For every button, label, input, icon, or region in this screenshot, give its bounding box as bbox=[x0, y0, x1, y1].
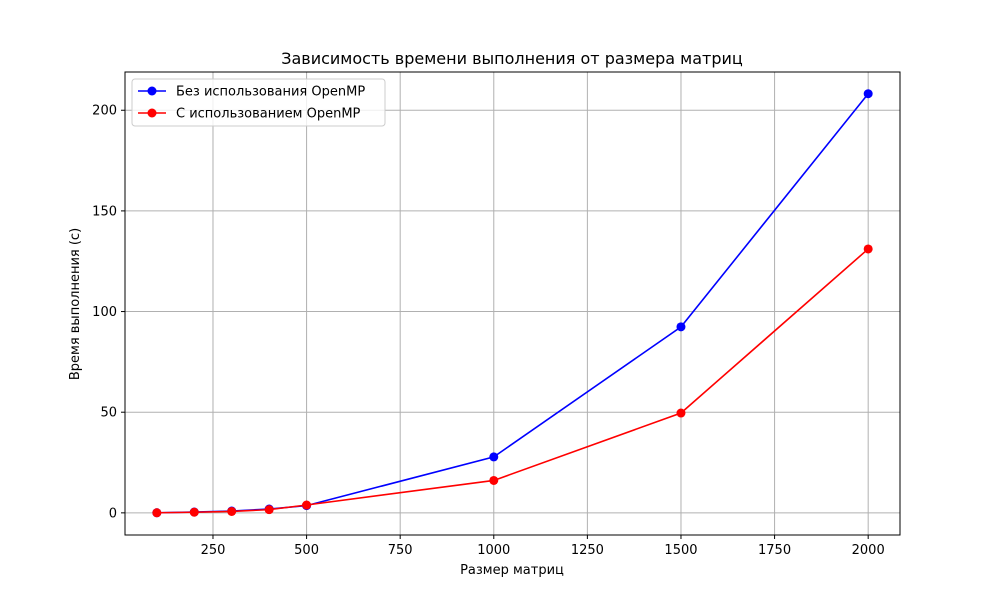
data-point bbox=[302, 500, 312, 510]
y-tick-label: 150 bbox=[92, 204, 117, 219]
data-point bbox=[264, 505, 274, 515]
grid bbox=[125, 72, 900, 535]
x-tick-label: 2000 bbox=[852, 543, 885, 558]
plot-frame bbox=[124, 71, 901, 536]
chart-title: Зависимость времени выполнения от размер… bbox=[281, 49, 743, 68]
data-point bbox=[227, 506, 237, 516]
y-axis-label: Время выполнения (с) bbox=[68, 228, 83, 380]
data-point bbox=[676, 408, 686, 418]
legend-label: С использованием OpenMP bbox=[176, 107, 361, 122]
legend-item: С использованием OpenMP bbox=[138, 107, 361, 122]
x-tick-label: 1000 bbox=[477, 543, 510, 558]
y-tick-label: 100 bbox=[92, 305, 117, 320]
data-point bbox=[863, 89, 873, 99]
legend-marker bbox=[147, 86, 157, 96]
series-line bbox=[156, 248, 869, 514]
data-point bbox=[152, 508, 162, 518]
legend-box bbox=[131, 78, 386, 127]
data-point bbox=[863, 244, 873, 254]
y-tick-label: 0 bbox=[109, 506, 117, 521]
y-tick-label: 200 bbox=[92, 104, 117, 119]
legend-marker bbox=[147, 108, 157, 118]
data-point bbox=[676, 322, 686, 332]
data-point bbox=[189, 507, 199, 517]
legend-label: Без использования OpenMP bbox=[176, 85, 365, 100]
legend: Без использования OpenMP С использованием… bbox=[131, 78, 386, 127]
legend-item: Без использования OpenMP bbox=[138, 85, 365, 100]
x-axis-label: Размер матриц bbox=[460, 563, 564, 578]
x-tick-label: 1250 bbox=[571, 543, 604, 558]
x-tick-label: 1750 bbox=[758, 543, 791, 558]
data-point bbox=[489, 452, 499, 462]
x-tick-label: 500 bbox=[294, 543, 319, 558]
x-tick-label: 750 bbox=[388, 543, 413, 558]
series-1 bbox=[152, 244, 873, 518]
ticks: 250 500 750 1000 1250 1500 1750 2000 0 50 100 150 20… bbox=[92, 104, 885, 558]
data-point bbox=[489, 475, 499, 485]
x-tick-label: 1500 bbox=[664, 543, 697, 558]
x-tick-label: 250 bbox=[201, 543, 226, 558]
y-tick-label: 50 bbox=[100, 406, 117, 421]
series-layer bbox=[152, 89, 873, 518]
